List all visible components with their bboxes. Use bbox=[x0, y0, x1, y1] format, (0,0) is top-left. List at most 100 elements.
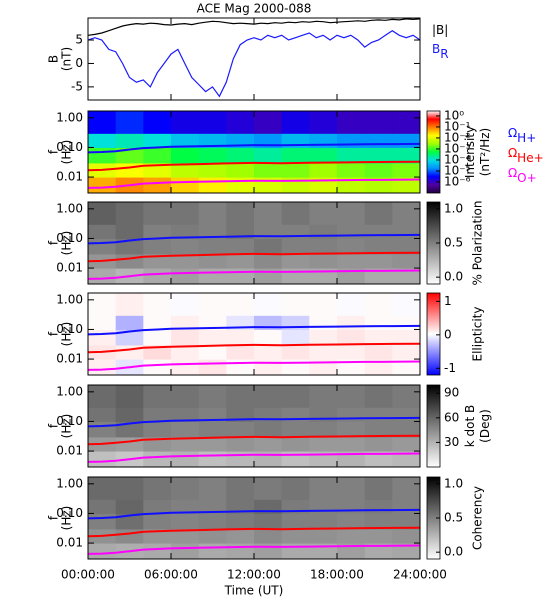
series-line bbox=[88, 434, 420, 446]
series-line bbox=[88, 544, 420, 555]
heatmap-cell bbox=[171, 147, 200, 164]
heatmap-cell bbox=[198, 253, 227, 269]
heatmap-cell bbox=[171, 436, 200, 452]
heatmap-cell bbox=[115, 147, 144, 164]
heatmap-cell bbox=[309, 329, 338, 346]
heatmap-cell bbox=[198, 293, 227, 316]
heatmap-cell bbox=[254, 329, 283, 346]
legend-entry: |B| bbox=[432, 23, 448, 37]
chart-title: ACE Mag 2000-088 bbox=[197, 2, 312, 16]
heatmap-cell bbox=[198, 421, 227, 438]
heatmap-cell bbox=[254, 543, 283, 559]
heatmap-cell bbox=[337, 528, 366, 544]
heatmap-cell bbox=[115, 385, 144, 408]
y-tick-label: 0.01 bbox=[56, 170, 83, 184]
heatmap-cell bbox=[88, 451, 117, 467]
legend-entry: ΩHe+ bbox=[508, 146, 544, 165]
heatmap-cell bbox=[254, 162, 283, 178]
heatmap-cell bbox=[392, 253, 420, 269]
heatmap-cell bbox=[392, 268, 420, 284]
heatmap-cell bbox=[115, 224, 144, 239]
heatmap-cell bbox=[281, 359, 310, 375]
heatmap-cell bbox=[309, 344, 338, 360]
heatmap-cell bbox=[171, 315, 200, 330]
heatmap-cell bbox=[226, 253, 255, 269]
heatmap-cell bbox=[392, 436, 420, 452]
heatmap-cell bbox=[143, 359, 172, 375]
heatmap-cell bbox=[281, 329, 310, 346]
series-line bbox=[88, 360, 420, 371]
heatmap-cell bbox=[309, 436, 338, 452]
series-line bbox=[88, 416, 420, 428]
heatmap-cell bbox=[88, 268, 117, 284]
heatmap-cell bbox=[143, 224, 172, 239]
heatmap-cell bbox=[392, 421, 420, 438]
series-line bbox=[88, 18, 420, 36]
heatmap-cell bbox=[364, 133, 393, 148]
legend-entry: ΩH+ bbox=[508, 126, 536, 145]
colorbar-tick-label: 0.0 bbox=[444, 270, 463, 284]
heatmap-cell bbox=[309, 421, 338, 438]
heatmap-cell bbox=[337, 238, 366, 255]
heatmap-cell bbox=[88, 293, 117, 316]
y-axis-label: (Hz) bbox=[60, 322, 74, 347]
y-tick-label: 0.01 bbox=[56, 261, 83, 275]
series-line bbox=[88, 142, 420, 154]
heatmap-cell bbox=[88, 421, 117, 438]
heatmap-cell bbox=[281, 162, 310, 178]
heatmap-cell bbox=[115, 477, 144, 500]
heatmap-cell bbox=[364, 513, 393, 530]
colorbar-tick-label: 0.0 bbox=[444, 545, 463, 559]
heatmap-cell bbox=[143, 147, 172, 164]
colorbar-label: Intensity bbox=[463, 126, 477, 178]
y-tick-label: 1.00 bbox=[56, 292, 83, 306]
y-tick-label: 1.00 bbox=[56, 201, 83, 215]
heatmap-cell bbox=[309, 147, 338, 164]
colorbar-tick-label: 90 bbox=[444, 386, 459, 400]
series-line bbox=[88, 178, 420, 189]
heatmap-cell bbox=[364, 499, 393, 514]
heatmap-cell bbox=[143, 329, 172, 346]
heatmap-cell bbox=[143, 344, 172, 360]
heatmap-cell bbox=[198, 238, 227, 255]
legend-name: B bbox=[432, 42, 440, 56]
heatmap-cell bbox=[309, 528, 338, 544]
heatmap-cell bbox=[254, 111, 283, 134]
heatmap-cell bbox=[198, 268, 227, 284]
heatmap-cell bbox=[392, 162, 420, 178]
heatmap-cell bbox=[392, 359, 420, 375]
heatmap-cell bbox=[392, 543, 420, 559]
legend-name: Ω bbox=[508, 166, 517, 180]
heatmap-cell bbox=[337, 329, 366, 346]
heatmap-cell bbox=[337, 499, 366, 514]
heatmap-cell bbox=[281, 421, 310, 438]
heatmap-cell bbox=[392, 477, 420, 500]
heatmap-cell bbox=[115, 344, 144, 360]
heatmap-cell bbox=[392, 238, 420, 255]
heatmap-cell bbox=[364, 329, 393, 346]
heatmap-cell bbox=[115, 315, 144, 330]
heatmap-cell bbox=[88, 177, 117, 193]
colorbar-label: k dot B bbox=[463, 405, 477, 447]
colorbar-tick-label: 10⁰ bbox=[444, 108, 464, 122]
heatmap-cell bbox=[392, 202, 420, 225]
heatmap-cell bbox=[171, 344, 200, 360]
legend-subscript: R bbox=[440, 47, 448, 61]
heatmap-cell bbox=[254, 293, 283, 316]
colorbar-label: (Deg) bbox=[478, 409, 492, 443]
heatmap-cell bbox=[143, 513, 172, 530]
heatmap-cell bbox=[226, 177, 255, 193]
heatmap-cell bbox=[364, 111, 393, 134]
heatmap-cell bbox=[337, 385, 366, 408]
heatmap-cell bbox=[281, 111, 310, 134]
heatmap-cell bbox=[337, 162, 366, 178]
heatmap-cell bbox=[171, 111, 200, 134]
heatmap-cell bbox=[143, 177, 172, 193]
colorbar-tick-label: 0 bbox=[444, 327, 452, 341]
heatmap-cell bbox=[171, 451, 200, 467]
heatmap-cell bbox=[392, 528, 420, 544]
panel bbox=[88, 111, 420, 193]
y-axis-label: (nT) bbox=[60, 47, 74, 71]
heatmap-cell bbox=[337, 407, 366, 422]
